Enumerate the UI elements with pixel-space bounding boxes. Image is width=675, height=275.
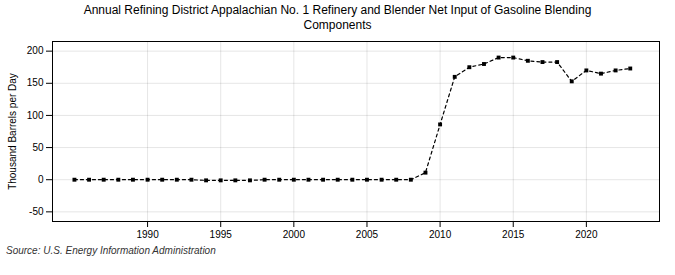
svg-text:100: 100 [27, 110, 44, 121]
svg-text:50: 50 [32, 142, 44, 153]
svg-text:200: 200 [27, 45, 44, 56]
svg-text:-50: -50 [29, 206, 44, 217]
svg-text:2020: 2020 [575, 229, 598, 240]
svg-text:2000: 2000 [283, 229, 306, 240]
svg-text:2010: 2010 [429, 229, 452, 240]
svg-text:2005: 2005 [356, 229, 379, 240]
svg-text:1990: 1990 [136, 229, 159, 240]
html-text:Source: U.S. Energy Informatio: Source: U.S. Energy Information Administ… [6, 245, 216, 256]
svg-text:Thousand Barrels per Day: Thousand Barrels per Day [7, 73, 18, 190]
svg-text:2015: 2015 [502, 229, 525, 240]
svg-text:1995: 1995 [210, 229, 233, 240]
html-text:Annual Refining District Appal: Annual Refining District Appalachian No.… [83, 3, 592, 32]
svg-text:0: 0 [38, 174, 44, 185]
svg-text:150: 150 [27, 77, 44, 88]
